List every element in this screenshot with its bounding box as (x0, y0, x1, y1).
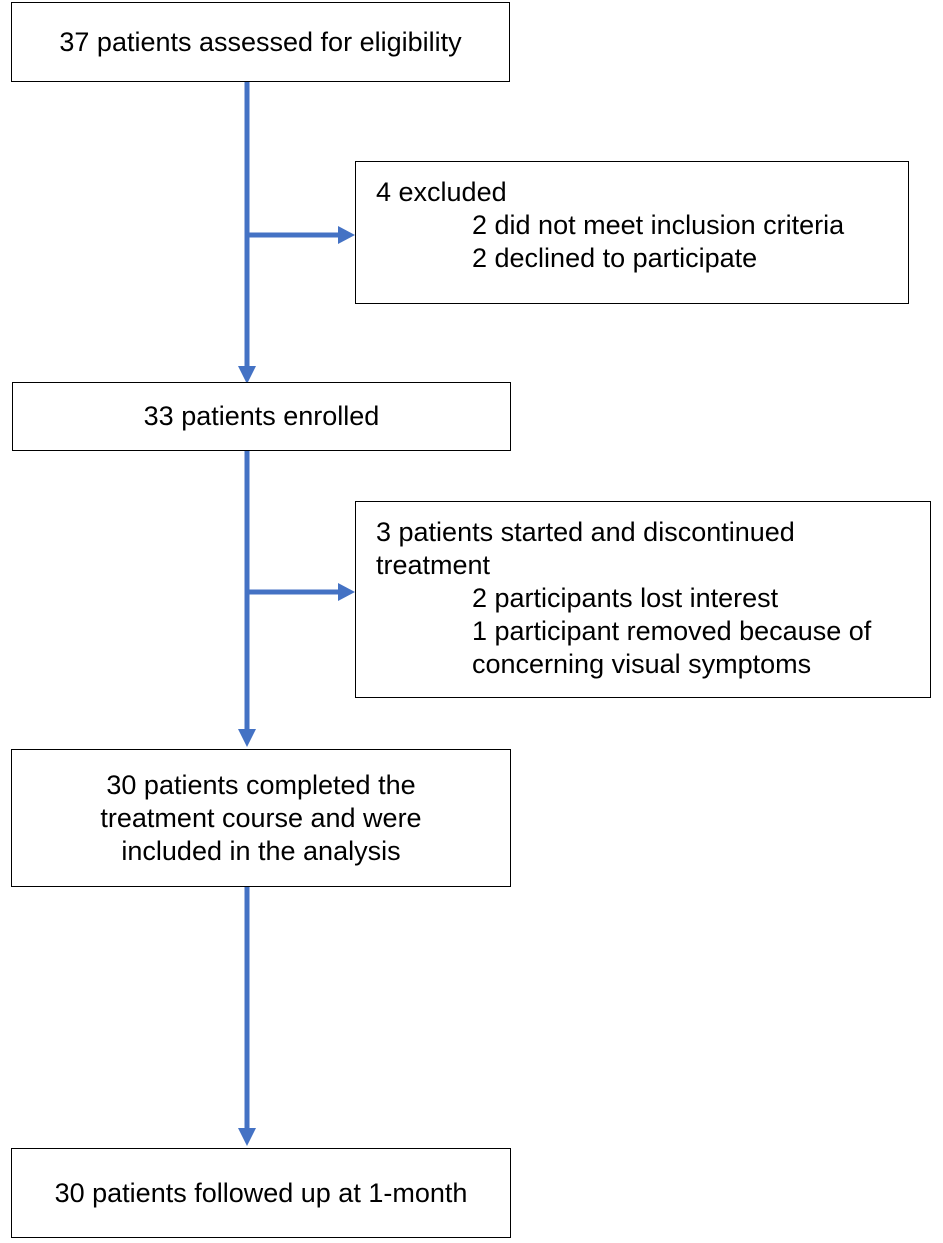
completed-box: 30 patients completed the treatment cour… (11, 749, 511, 887)
followed-up-text: 30 patients followed up at 1-month (54, 1177, 468, 1208)
enrolled-box: 33 patients enrolled (12, 382, 511, 451)
discontinued-box: 3 patients started and discontinued trea… (355, 501, 931, 698)
arrowhead-completed (238, 729, 256, 747)
excluded-heading: 4 excluded (376, 177, 507, 207)
completed-line: 30 patients completed the (106, 769, 416, 800)
arrowhead-followed-up (238, 1128, 256, 1146)
discontinued-item: concerning visual symptoms (472, 649, 812, 679)
assessed-text: 37 patients assessed for eligibility (59, 26, 462, 57)
enrolled-text: 33 patients enrolled (143, 401, 380, 431)
excluded-item: 2 declined to participate (472, 243, 758, 273)
arrowhead-discontinued (338, 583, 355, 601)
completed-line: treatment course and were (100, 802, 422, 833)
discontinued-heading-line: 3 patients started and discontinued (376, 517, 795, 547)
assessed-box: 37 patients assessed for eligibility (11, 2, 510, 82)
excluded-item: 2 did not meet inclusion criteria (472, 210, 845, 240)
arrowhead-enrolled (238, 366, 256, 384)
discontinued-item: 1 participant removed because of (472, 616, 872, 646)
arrowhead-excluded (338, 226, 355, 244)
excluded-box: 4 excluded 2 did not meet inclusion crit… (355, 161, 909, 304)
followed-up-box: 30 patients followed up at 1-month (11, 1148, 511, 1238)
discontinued-heading-line: treatment (376, 550, 491, 580)
completed-line: included in the analysis (121, 835, 401, 866)
discontinued-item: 2 participants lost interest (472, 583, 779, 613)
